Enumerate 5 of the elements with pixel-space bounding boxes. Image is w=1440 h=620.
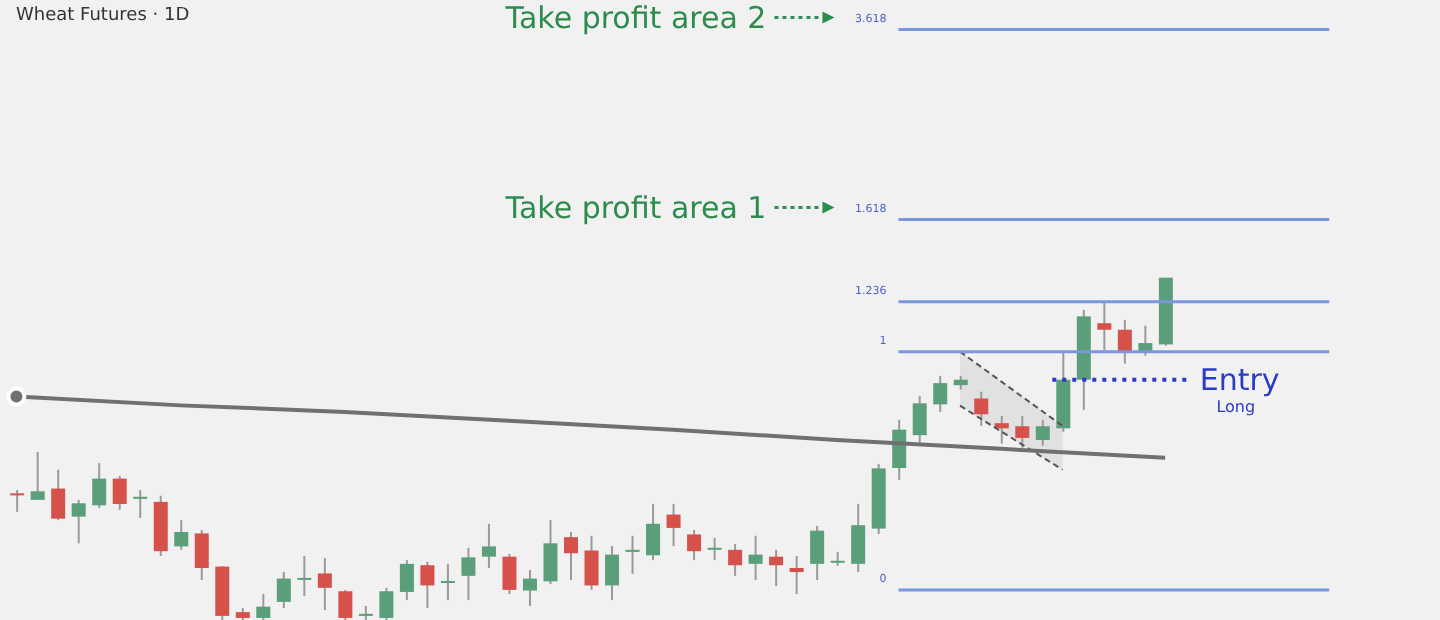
- text: Long: [1216, 397, 1256, 416]
- ref-line-label: Entry: [1199, 361, 1280, 398]
- text: Take profit area 1: [503, 189, 767, 226]
- chart-title: Wheat Futures · 1D: [16, 6, 190, 26]
- text: Take profit area 2: [503, 0, 767, 36]
